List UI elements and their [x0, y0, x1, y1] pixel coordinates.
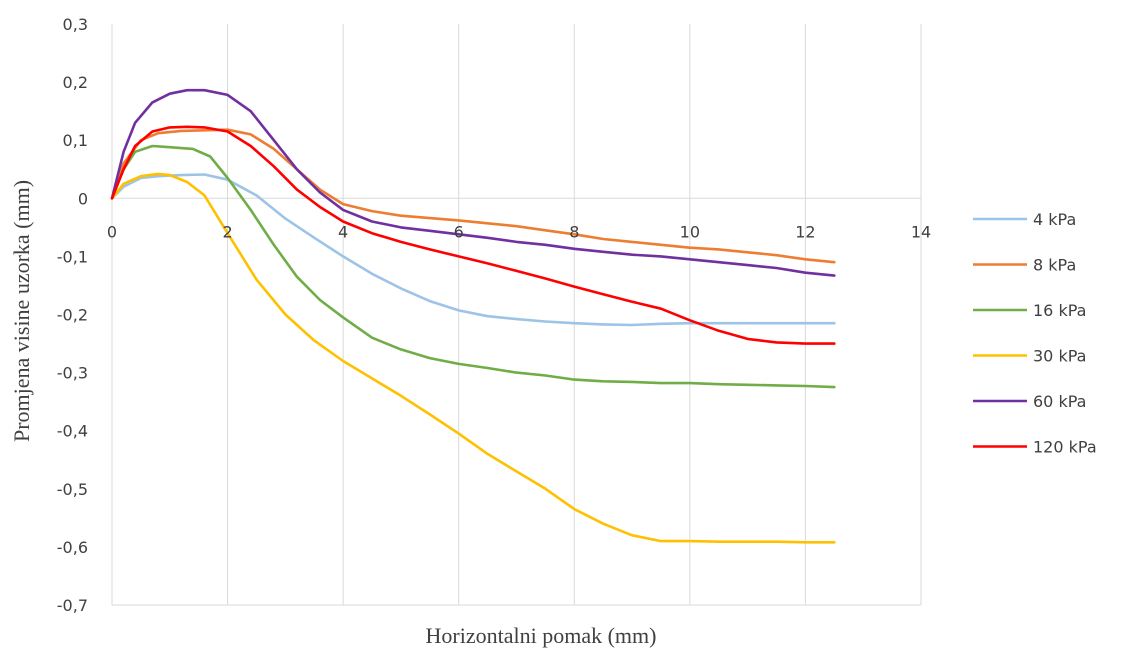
x-tick-label: 10 [680, 222, 700, 241]
y-tick-label: -0,1 [57, 247, 88, 266]
legend-label: 120 kPa [1033, 438, 1097, 457]
y-tick-label: -0,7 [57, 596, 88, 615]
legend-label: 30 kPa [1033, 347, 1086, 366]
y-tick-label: 0 [78, 189, 88, 208]
legend: 4 kPa 8 kPa 16 kPa 30 kPa 60 kPa 120 kPa [973, 210, 1097, 457]
grid-lines [112, 24, 922, 605]
legend-label: 16 kPa [1033, 301, 1086, 320]
x-tick-label: 0 [107, 222, 117, 241]
y-tick-label: -0,4 [57, 422, 88, 441]
y-axis-title: Promjena visine uzorka (mm) [9, 180, 34, 442]
legend-item: 120 kPa [973, 438, 1097, 457]
y-tick-label: -0,5 [57, 480, 88, 499]
plot-area [111, 24, 921, 606]
series-line-60-kpa [110, 88, 836, 277]
series-line-8-kpa [110, 128, 836, 264]
legend-item: 30 kPa [973, 347, 1086, 366]
legend-label: 4 kPa [1033, 210, 1076, 229]
legend-label: 8 kPa [1033, 256, 1076, 275]
x-axis-title: Horizontalni pomak (mm) [426, 623, 657, 648]
series-line-30-kpa [110, 172, 836, 544]
x-tick-label: 14 [911, 222, 931, 241]
series-line-120-kpa [110, 125, 836, 345]
x-tick-label: 6 [454, 222, 464, 241]
legend-label: 60 kPa [1033, 392, 1086, 411]
y-tick-label: 0,1 [63, 131, 88, 150]
y-tick-label: -0,3 [57, 364, 88, 383]
legend-item: 16 kPa [973, 301, 1086, 320]
legend-item: 4 kPa [973, 210, 1076, 229]
series-layer [110, 88, 836, 544]
series-line-16-kpa [110, 144, 836, 389]
x-axis-tick-labels: 0 2 4 6 8 10 12 14 [107, 222, 931, 241]
x-tick-label: 4 [338, 222, 348, 241]
x-tick-label: 2 [222, 222, 232, 241]
legend-item: 60 kPa [973, 392, 1086, 411]
legend-item: 8 kPa [973, 256, 1076, 275]
y-axis-tick-labels: 0,3 0,2 0,1 0 -0,1 -0,2 -0,3 -0,4 -0,5 -0,6 -0,7 [57, 15, 88, 615]
series-line-4-kpa [110, 173, 836, 327]
y-tick-label: -0,2 [57, 306, 88, 325]
y-tick-label: 0,2 [63, 73, 88, 92]
y-tick-label: -0,6 [57, 538, 88, 557]
x-tick-label: 12 [795, 222, 815, 241]
y-tick-label: 0,3 [63, 15, 88, 34]
x-tick-label: 8 [569, 222, 579, 241]
